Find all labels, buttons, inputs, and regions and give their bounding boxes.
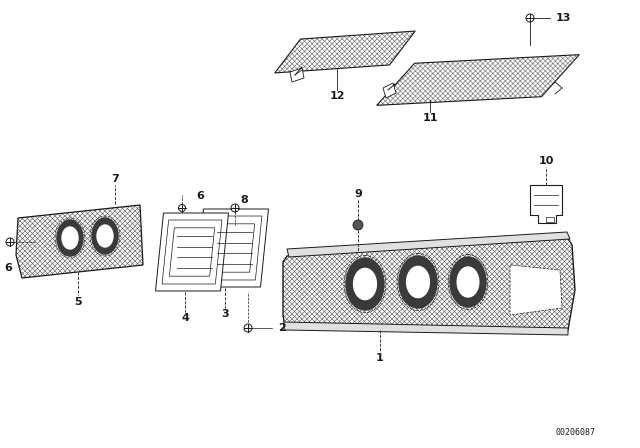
Polygon shape bbox=[16, 205, 143, 278]
Text: 4: 4 bbox=[181, 313, 189, 323]
Text: 6: 6 bbox=[4, 263, 12, 273]
Polygon shape bbox=[209, 224, 255, 272]
Ellipse shape bbox=[354, 268, 376, 300]
Ellipse shape bbox=[406, 267, 429, 297]
Text: 3: 3 bbox=[221, 309, 229, 319]
Polygon shape bbox=[510, 265, 562, 315]
Text: 8: 8 bbox=[240, 195, 248, 205]
Bar bbox=[546, 217, 554, 222]
Text: 9: 9 bbox=[354, 189, 362, 199]
Text: 13: 13 bbox=[556, 13, 572, 23]
Ellipse shape bbox=[450, 257, 486, 307]
Text: 12: 12 bbox=[329, 91, 345, 101]
Text: 10: 10 bbox=[538, 156, 554, 166]
Ellipse shape bbox=[97, 225, 113, 247]
Circle shape bbox=[244, 324, 252, 332]
Polygon shape bbox=[283, 238, 575, 330]
Polygon shape bbox=[383, 83, 396, 98]
Polygon shape bbox=[275, 31, 415, 73]
Polygon shape bbox=[287, 232, 570, 257]
Ellipse shape bbox=[62, 227, 78, 249]
Polygon shape bbox=[290, 68, 304, 82]
Text: 2: 2 bbox=[278, 323, 285, 333]
Polygon shape bbox=[195, 209, 269, 287]
Ellipse shape bbox=[92, 218, 118, 254]
Polygon shape bbox=[377, 55, 579, 105]
Text: 7: 7 bbox=[111, 174, 119, 184]
Polygon shape bbox=[284, 322, 568, 335]
Circle shape bbox=[353, 220, 363, 230]
Text: 11: 11 bbox=[422, 113, 438, 123]
Circle shape bbox=[231, 204, 239, 212]
Polygon shape bbox=[162, 220, 222, 284]
Polygon shape bbox=[170, 228, 214, 276]
Circle shape bbox=[6, 238, 14, 246]
Ellipse shape bbox=[346, 258, 384, 310]
Text: 6: 6 bbox=[196, 191, 204, 201]
Ellipse shape bbox=[457, 267, 479, 297]
Polygon shape bbox=[202, 216, 262, 280]
Ellipse shape bbox=[57, 220, 83, 256]
Ellipse shape bbox=[399, 256, 437, 308]
Polygon shape bbox=[530, 185, 562, 223]
Text: 00206087: 00206087 bbox=[555, 427, 595, 436]
Polygon shape bbox=[156, 213, 228, 291]
Circle shape bbox=[179, 204, 186, 211]
Circle shape bbox=[526, 14, 534, 22]
Text: 1: 1 bbox=[376, 353, 384, 363]
Text: 5: 5 bbox=[74, 297, 82, 307]
